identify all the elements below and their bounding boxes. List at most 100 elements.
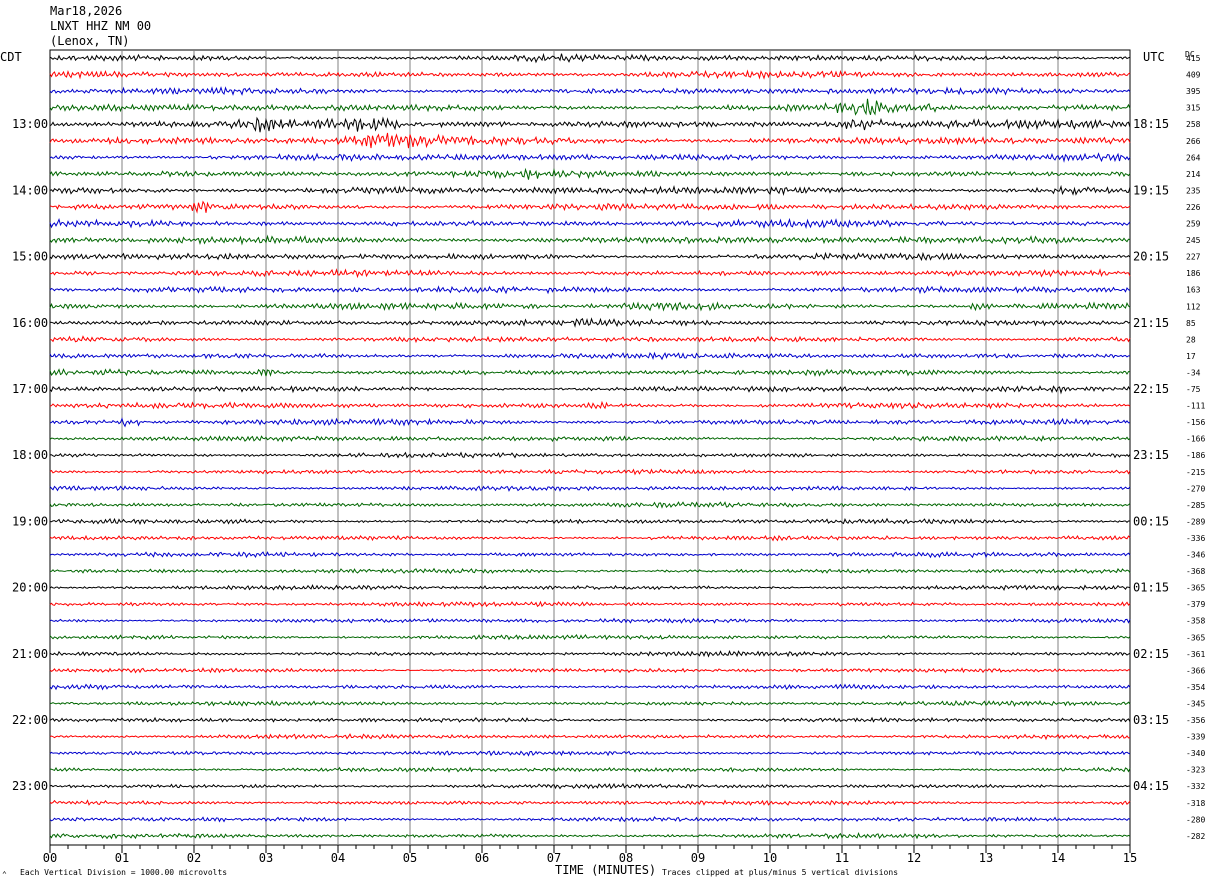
seismic-trace xyxy=(49,251,1131,262)
seismic-trace xyxy=(49,517,1131,526)
seismic-trace xyxy=(49,116,1131,133)
left-timezone-label: CDT xyxy=(0,50,22,64)
cdt-hour-label: 15:00 xyxy=(12,250,48,264)
plot-date: Mar18,2026 xyxy=(50,4,123,18)
cdt-hour-label: 22:00 xyxy=(12,713,48,727)
dc-offset-label: 245 xyxy=(1186,236,1201,245)
seismic-trace xyxy=(49,152,1131,163)
dc-offset-label: 415 xyxy=(1186,54,1201,63)
seismic-trace xyxy=(49,132,1131,149)
seismic-trace xyxy=(49,468,1131,476)
seismic-trace xyxy=(49,285,1131,295)
seismic-trace xyxy=(49,832,1131,840)
x-axis-tick-label: 08 xyxy=(619,851,633,865)
seismic-trace xyxy=(49,86,1131,96)
dc-offset-label: -285 xyxy=(1186,501,1205,510)
cdt-hour-label: 21:00 xyxy=(12,647,48,661)
vertical-scale-note: Each Vertical Division = 1000.00 microvo… xyxy=(20,868,228,877)
x-axis-tick-label: 03 xyxy=(259,851,273,865)
dc-offset-label: -358 xyxy=(1186,617,1205,626)
seismic-trace xyxy=(49,98,1131,116)
dc-offset-label: -318 xyxy=(1186,799,1205,808)
dc-offset-label: 259 xyxy=(1186,220,1201,229)
dc-offset-label: -336 xyxy=(1186,534,1205,543)
dc-offset-label: 266 xyxy=(1186,137,1201,146)
seismic-trace xyxy=(49,435,1131,443)
x-axis-tick-label: 04 xyxy=(331,851,345,865)
dc-offset-label: 226 xyxy=(1186,203,1201,212)
x-axis-tick-label: 05 xyxy=(403,851,417,865)
dc-offset-label: 163 xyxy=(1186,286,1201,295)
dc-offset-label: 395 xyxy=(1186,87,1201,96)
dc-offset-label: -323 xyxy=(1186,766,1205,775)
x-axis-tick-label: 02 xyxy=(187,851,201,865)
seismic-trace xyxy=(49,683,1131,691)
cdt-hour-label: 13:00 xyxy=(12,117,48,131)
seismic-trace xyxy=(49,451,1131,459)
dc-offset-label: -340 xyxy=(1186,749,1205,758)
seismic-trace xyxy=(49,385,1131,395)
cdt-hour-label: 23:00 xyxy=(12,779,48,793)
x-axis-tick-label: 07 xyxy=(547,851,561,865)
seismic-trace xyxy=(49,301,1131,312)
seismic-trace xyxy=(49,167,1131,180)
dc-offset-label: -361 xyxy=(1186,650,1205,659)
cdt-hour-label: 19:00 xyxy=(12,514,48,528)
dc-offset-label: -166 xyxy=(1186,435,1205,444)
seismic-trace xyxy=(49,782,1131,790)
dc-offset-label: -379 xyxy=(1186,600,1205,609)
seismic-trace xyxy=(49,583,1131,591)
right-timezone-label: UTC xyxy=(1143,50,1165,64)
dc-offset-label: 264 xyxy=(1186,153,1201,162)
x-axis-tick-label: 14 xyxy=(1051,851,1065,865)
seismic-trace xyxy=(49,217,1131,230)
cdt-hour-label: 14:00 xyxy=(12,183,48,197)
dc-offset-label: -368 xyxy=(1186,567,1205,576)
x-axis-title: TIME (MINUTES) xyxy=(555,863,657,877)
seismic-trace xyxy=(49,766,1131,773)
dc-offset-label: -354 xyxy=(1186,683,1205,692)
seismic-trace xyxy=(49,501,1131,509)
utc-hour-label: 01:15 xyxy=(1133,581,1169,595)
utc-hour-label: 19:15 xyxy=(1133,183,1169,197)
cdt-hour-label: 16:00 xyxy=(12,316,48,330)
cdt-hour-label: 17:00 xyxy=(12,382,48,396)
seismic-trace xyxy=(49,550,1131,559)
dc-offset-label: -111 xyxy=(1186,402,1205,411)
utc-hour-label: 20:15 xyxy=(1133,250,1169,264)
dc-offset-label: -156 xyxy=(1186,418,1205,427)
dc-offset-label: -289 xyxy=(1186,517,1205,526)
dc-offset-label: 186 xyxy=(1186,269,1201,278)
x-axis-tick-label: 12 xyxy=(907,851,921,865)
x-axis-tick-label: 01 xyxy=(115,851,129,865)
seismic-trace xyxy=(49,184,1131,197)
utc-hour-label: 22:15 xyxy=(1133,382,1169,396)
dc-offset-label: -75 xyxy=(1186,385,1201,394)
dc-offset-label: 227 xyxy=(1186,253,1201,262)
dc-offset-label: -186 xyxy=(1186,451,1205,460)
dc-offset-label: -365 xyxy=(1186,633,1205,642)
station-code: LNXT HHZ NM 00 xyxy=(50,19,152,33)
seismic-trace xyxy=(49,317,1131,328)
x-axis-tick-label: 10 xyxy=(763,851,777,865)
station-location: (Lenox, TN) xyxy=(50,34,130,48)
seismic-trace xyxy=(49,699,1131,708)
seismic-trace xyxy=(49,816,1131,823)
dc-offset-label: -356 xyxy=(1186,716,1205,725)
seismic-trace xyxy=(49,234,1131,246)
seismic-trace xyxy=(49,733,1131,741)
x-axis-tick-label: 00 xyxy=(43,851,57,865)
x-axis-tick-label: 09 xyxy=(691,851,705,865)
utc-hour-label: 02:15 xyxy=(1133,647,1169,661)
dc-offset-label: -34 xyxy=(1186,368,1201,377)
dc-offset-label: 258 xyxy=(1186,120,1201,129)
seismic-trace xyxy=(49,69,1131,80)
utc-hour-label: 21:15 xyxy=(1133,316,1169,330)
dc-offset-label: 85 xyxy=(1186,319,1196,328)
dc-offset-label: -346 xyxy=(1186,551,1205,560)
seismic-trace xyxy=(49,617,1131,624)
clipping-note: Traces clipped at plus/minus 5 vertical … xyxy=(662,868,899,877)
dc-offset-label: 315 xyxy=(1186,104,1201,113)
seismic-trace xyxy=(49,335,1131,344)
